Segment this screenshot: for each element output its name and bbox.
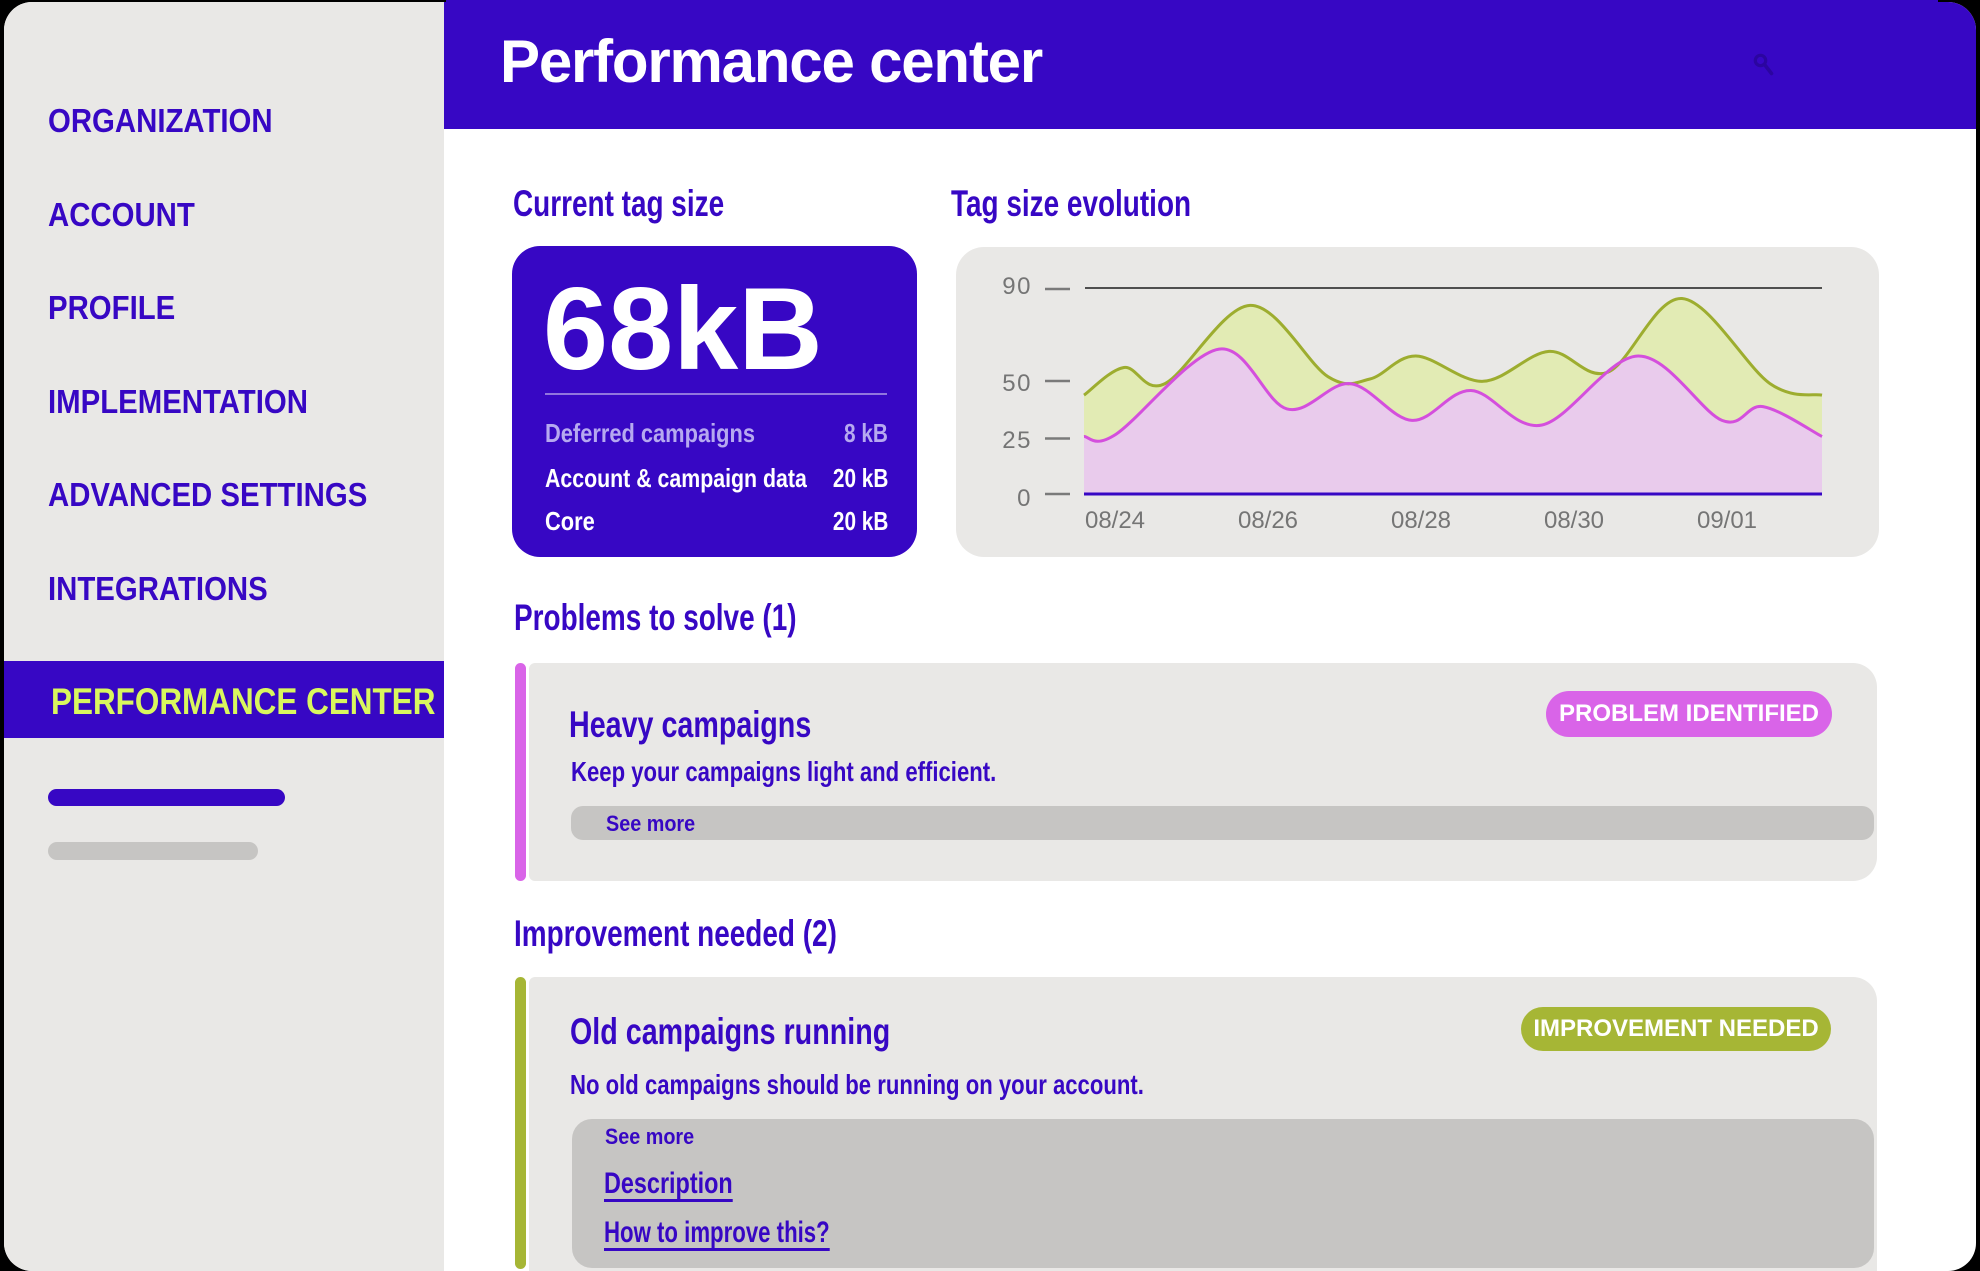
svg-text:90: 90 [1002, 273, 1032, 300]
svg-text:0: 0 [1017, 485, 1032, 512]
svg-text:25: 25 [1002, 427, 1032, 454]
svg-text:08/28: 08/28 [1391, 507, 1451, 534]
svg-text:08/24: 08/24 [1085, 507, 1145, 534]
svg-text:08/26: 08/26 [1238, 507, 1298, 534]
svg-text:09/01: 09/01 [1697, 507, 1757, 534]
svg-text:50: 50 [1002, 370, 1032, 397]
svg-text:08/30: 08/30 [1544, 507, 1604, 534]
